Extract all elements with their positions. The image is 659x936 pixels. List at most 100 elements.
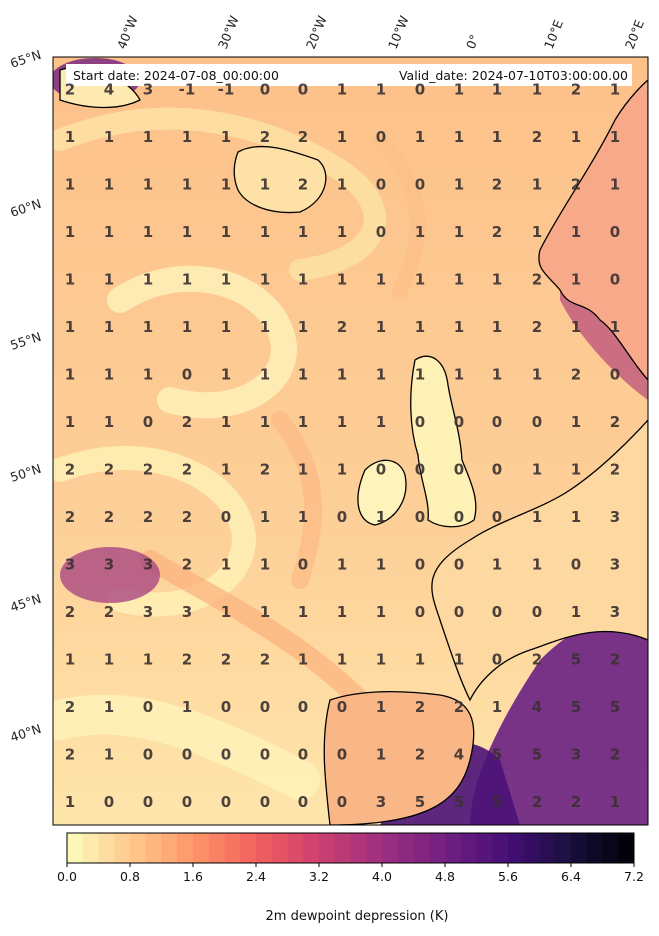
grid-value: 2: [143, 508, 153, 526]
colorbar-swatch: [82, 833, 99, 863]
grid-value: 0: [376, 223, 386, 241]
grid-value: 2: [65, 461, 75, 479]
grid-value: 3: [571, 746, 581, 764]
grid-value: 0: [260, 746, 270, 764]
grid-value: 1: [415, 128, 425, 146]
valid-date-label: Valid_date: 2024-07-10T03:00:00.00: [399, 68, 628, 83]
grid-value: 1: [454, 271, 464, 289]
grid-value: 2: [182, 508, 192, 526]
grid-value: 0: [610, 366, 620, 384]
longitude-label: 20°E: [622, 18, 647, 52]
grid-value: 0: [143, 698, 153, 716]
grid-value: 1: [65, 366, 75, 384]
grid-value: 1: [221, 556, 231, 574]
colorbar-swatch: [303, 833, 320, 863]
grid-value: 1: [104, 128, 114, 146]
colorbar-swatch: [602, 833, 619, 863]
grid-value: 2: [65, 603, 75, 621]
colorbar-swatch: [177, 833, 194, 863]
grid-value: 3: [65, 556, 75, 574]
colorbar-swatch: [287, 833, 304, 863]
grid-value: 1: [65, 793, 75, 811]
grid-value: 1: [454, 176, 464, 194]
grid-value: 1: [104, 746, 114, 764]
colorbar-swatch: [130, 833, 147, 863]
grid-value: 1: [298, 651, 308, 669]
grid-value: 0: [221, 508, 231, 526]
colorbar-swatch: [460, 833, 477, 863]
grid-value: 2: [65, 746, 75, 764]
latitude-label: 65°N: [8, 47, 43, 71]
grid-value: 2: [104, 508, 114, 526]
grid-value: 0: [260, 81, 270, 99]
grid-value: 1: [221, 271, 231, 289]
grid-value: 0: [298, 793, 308, 811]
grid-value: 1: [143, 366, 153, 384]
grid-value: 0: [298, 698, 308, 716]
colorbar-tick-label: 2.4: [246, 869, 266, 884]
grid-value: 1: [532, 508, 542, 526]
grid-value: 1: [571, 508, 581, 526]
grid-value: 1: [571, 318, 581, 336]
grid-value: 1: [492, 556, 502, 574]
grid-value: 1: [221, 128, 231, 146]
grid-value: 2: [571, 176, 581, 194]
grid-value: 1: [337, 366, 347, 384]
grid-value: 2: [532, 271, 542, 289]
grid-value: 2: [298, 128, 308, 146]
grid-value: 1: [298, 223, 308, 241]
grid-value: 2: [492, 176, 502, 194]
grid-value: 0: [298, 746, 308, 764]
grid-value: 1: [337, 556, 347, 574]
grid-value: 1: [376, 318, 386, 336]
grid-value: 0: [454, 556, 464, 574]
colorbar-tick-label: 4.0: [372, 869, 392, 884]
latitude-label: 60°N: [8, 196, 43, 220]
grid-value: 1: [337, 603, 347, 621]
grid-value: 1: [143, 271, 153, 289]
grid-value: 2: [104, 603, 114, 621]
grid-value: 1: [298, 366, 308, 384]
grid-value: 0: [143, 793, 153, 811]
start-date-label: Start date: 2024-07-08_00:00:00: [73, 68, 279, 83]
grid-value: -1: [218, 81, 235, 99]
grid-value: 5: [532, 746, 542, 764]
grid-value: 5: [415, 793, 425, 811]
grid-value: 1: [260, 508, 270, 526]
grid-value: 0: [415, 81, 425, 99]
grid-value: 2: [532, 128, 542, 146]
grid-value: 0: [492, 413, 502, 431]
grid-value: 2: [610, 746, 620, 764]
grid-value: 1: [337, 461, 347, 479]
colorbar-swatch: [334, 833, 351, 863]
grid-value: 1: [65, 128, 75, 146]
colorbar-tick-label: 4.8: [435, 869, 455, 884]
grid-value: 0: [337, 508, 347, 526]
grid-value: 2: [182, 556, 192, 574]
grid-value: 1: [454, 223, 464, 241]
longitude-label: 10°W: [385, 14, 412, 52]
colorbar-swatches: [67, 833, 635, 863]
colorbar-swatch: [618, 833, 635, 863]
grid-value: 2: [571, 366, 581, 384]
longitude-label: 30°W: [215, 14, 242, 52]
grid-value: 0: [104, 793, 114, 811]
grid-value: 1: [492, 698, 502, 716]
grid-value: 1: [492, 271, 502, 289]
grid-value: 0: [260, 698, 270, 716]
grid-value: 5: [571, 651, 581, 669]
grid-value: 1: [65, 318, 75, 336]
grid-value: 0: [143, 413, 153, 431]
grid-value: 1: [298, 413, 308, 431]
grid-value: 1: [260, 366, 270, 384]
grid-value: 0: [298, 556, 308, 574]
grid-value: 2: [65, 81, 75, 99]
grid-value: 2: [610, 651, 620, 669]
colorbar-frame: [66, 832, 635, 864]
grid-value: 1: [65, 413, 75, 431]
grid-value: 1: [610, 176, 620, 194]
grid-value: 1: [221, 318, 231, 336]
colorbar-label: 2m dewpoint depression (K): [266, 909, 449, 924]
colorbar-swatch: [413, 833, 430, 863]
grid-value: -1: [179, 81, 196, 99]
